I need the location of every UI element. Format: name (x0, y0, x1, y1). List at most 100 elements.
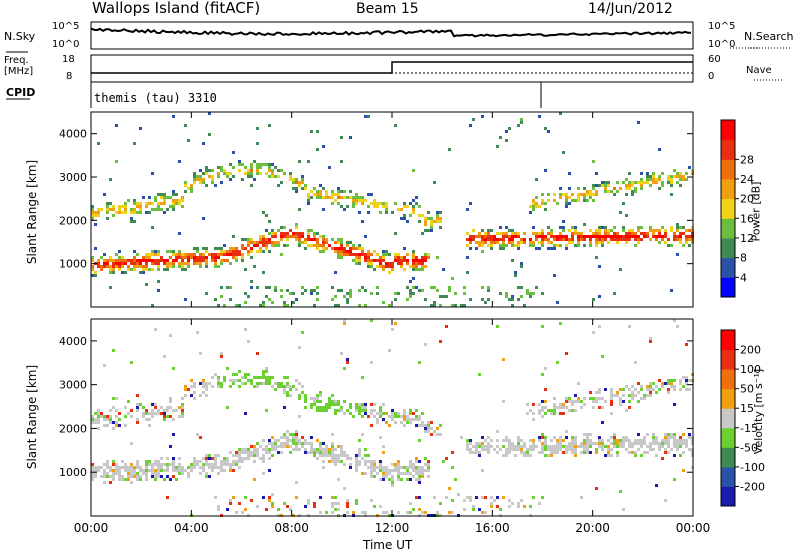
range-cell (259, 304, 262, 307)
range-cell (418, 472, 421, 475)
range-cell (127, 265, 130, 268)
range-cell (247, 295, 250, 298)
range-cell (184, 268, 187, 271)
range-cell (511, 235, 514, 238)
range-cell (565, 193, 568, 196)
range-cell (151, 202, 154, 205)
range-cell (670, 244, 673, 247)
range-cell (619, 439, 622, 442)
range-cell (94, 214, 97, 217)
range-cell (520, 451, 523, 454)
range-cell (304, 184, 307, 187)
range-cell (280, 232, 283, 235)
range-cell (568, 409, 571, 412)
range-cell (316, 232, 319, 235)
range-cell (283, 445, 286, 448)
range-cell (643, 235, 646, 238)
range-cell (673, 319, 676, 322)
range-cell (223, 172, 226, 175)
range-cell (205, 172, 208, 175)
range-cell (556, 361, 559, 364)
range-cell (268, 220, 271, 223)
range-cell (541, 445, 544, 448)
range-cell (481, 244, 484, 247)
range-cell (364, 448, 367, 451)
range-cell (637, 241, 640, 244)
range-cell (316, 397, 319, 400)
range-cell (637, 121, 640, 124)
range-cell (310, 436, 313, 439)
range-cell (439, 217, 442, 220)
range-cell (301, 292, 304, 295)
range-cell (613, 436, 616, 439)
range-cell (337, 403, 340, 406)
range-cell (130, 211, 133, 214)
range-cell (559, 445, 562, 448)
range-cell (661, 445, 664, 448)
range-cell (124, 463, 127, 466)
range-cell (412, 463, 415, 466)
range-cell (544, 412, 547, 415)
range-cell (133, 250, 136, 253)
range-cell (154, 259, 157, 262)
range-cell (340, 256, 343, 259)
range-cell (109, 268, 112, 271)
range-cell (397, 472, 400, 475)
range-cell (253, 244, 256, 247)
range-cell (97, 409, 100, 412)
range-cell (577, 235, 580, 238)
range-cell (148, 412, 151, 415)
range-cell (601, 241, 604, 244)
range-cell (646, 433, 649, 436)
range-cell (529, 409, 532, 412)
range-cell (130, 463, 133, 466)
range-cell (574, 436, 577, 439)
range-cell (538, 247, 541, 250)
range-cell (568, 400, 571, 403)
range-cell (613, 442, 616, 445)
range-cell (616, 190, 619, 193)
range-cell (418, 439, 421, 442)
range-cell (358, 244, 361, 247)
range-cell (163, 409, 166, 412)
range-cell (250, 379, 253, 382)
range-cell (187, 187, 190, 190)
range-cell (568, 196, 571, 199)
range-cell (181, 466, 184, 469)
range-cell (667, 445, 670, 448)
range-cell (553, 436, 556, 439)
range-cell (685, 178, 688, 181)
range-cell (505, 235, 508, 238)
range-cell (664, 451, 667, 454)
range-cell (640, 445, 643, 448)
range-cell (316, 241, 319, 244)
range-cell (580, 496, 583, 499)
range-cell (238, 460, 241, 463)
range-cell (574, 442, 577, 445)
range-cell (379, 211, 382, 214)
range-cell (229, 385, 232, 388)
range-cell (193, 391, 196, 394)
range-cell (685, 238, 688, 241)
range-cell (385, 475, 388, 478)
range-cell (331, 403, 334, 406)
velocity-xticks (90, 318, 694, 517)
range-cell (595, 241, 598, 244)
range-cell (157, 409, 160, 412)
range-cell (295, 442, 298, 445)
range-cell (421, 475, 424, 478)
range-cell (586, 436, 589, 439)
range-cell (316, 190, 319, 193)
range-cell (538, 403, 541, 406)
range-cell (676, 175, 679, 178)
range-cell (460, 436, 463, 439)
range-cell (145, 412, 148, 415)
cpid-label: CPID (6, 86, 36, 99)
range-cell (532, 412, 535, 415)
range-cell (610, 442, 613, 445)
range-cell (229, 379, 232, 382)
range-cell (310, 442, 313, 445)
range-cell (280, 295, 283, 298)
range-cell (544, 388, 547, 391)
range-cell (118, 268, 121, 271)
